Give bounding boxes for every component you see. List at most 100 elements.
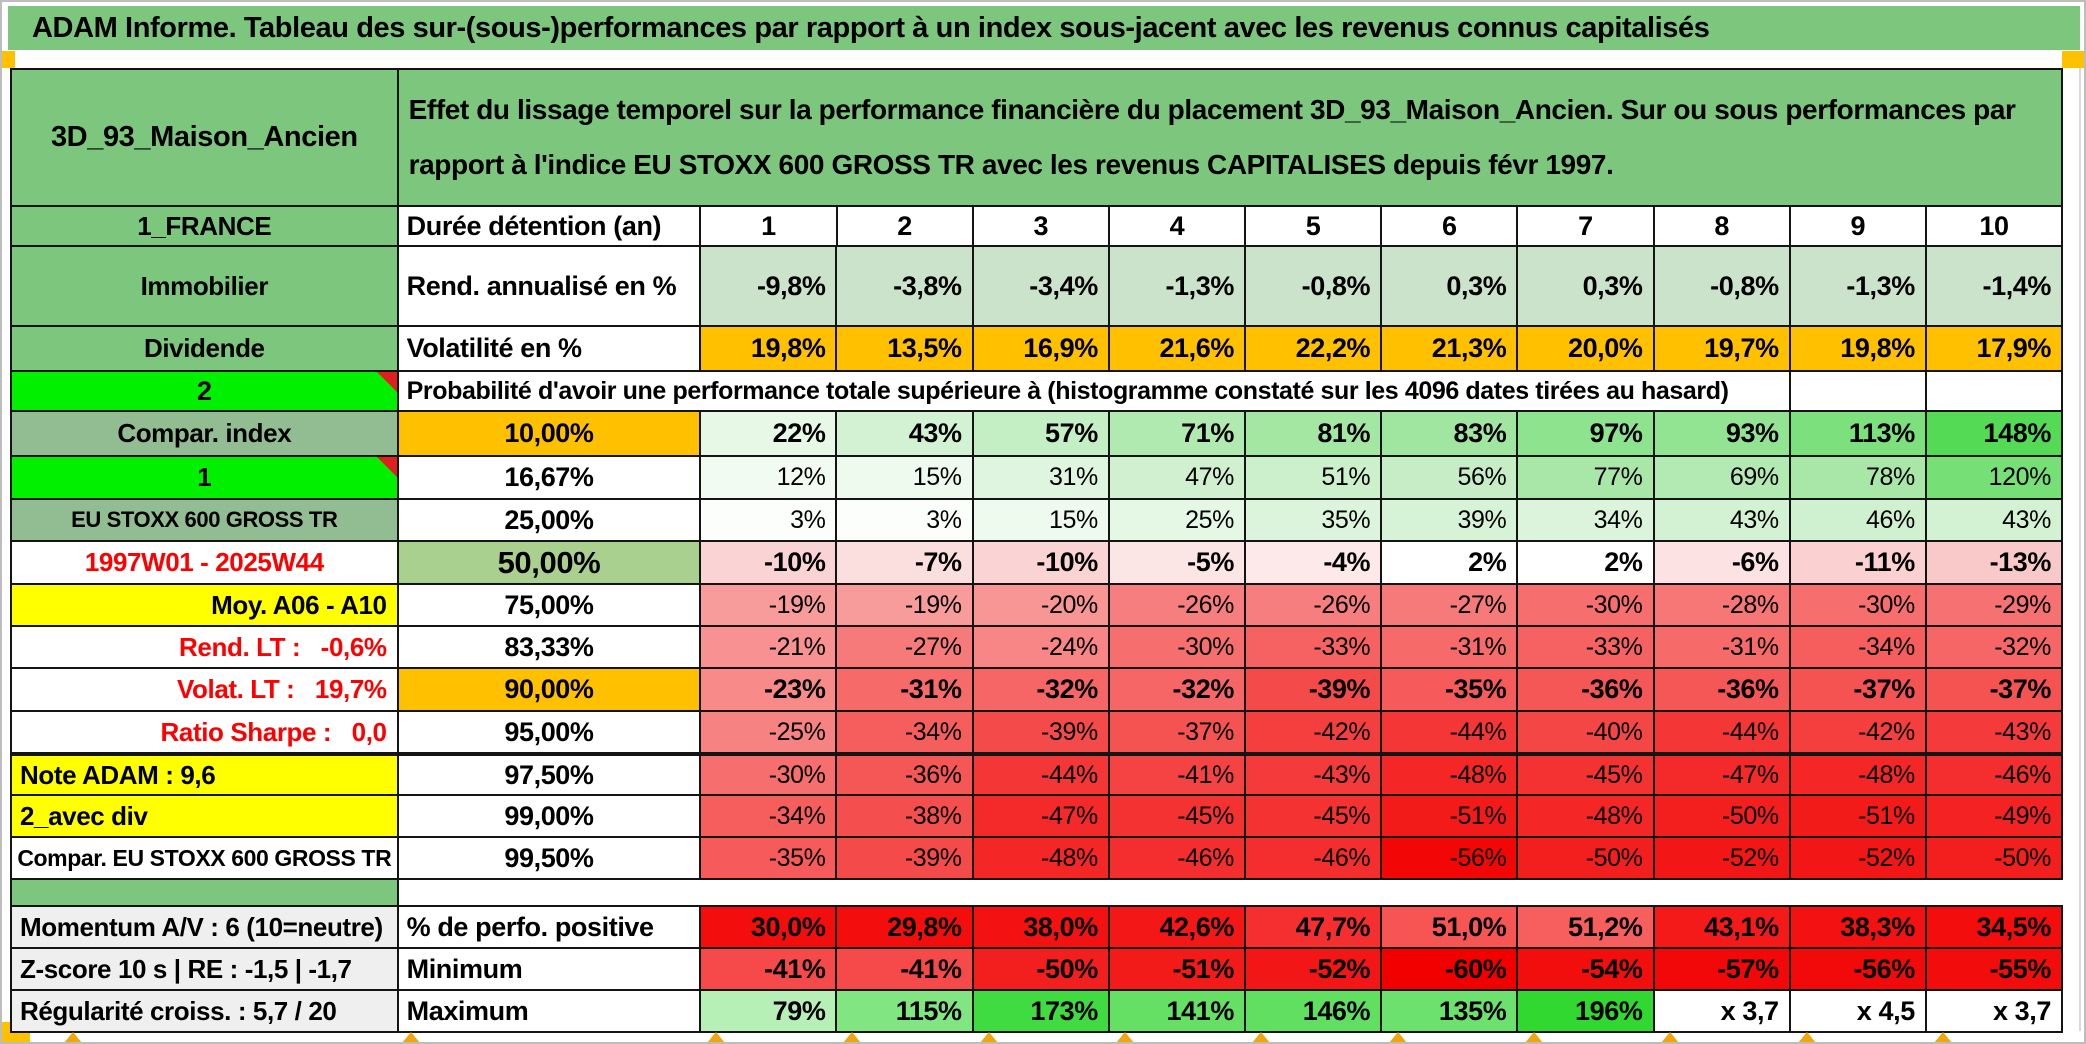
value-cell[interactable]: 43% xyxy=(1926,500,2064,542)
value-cell[interactable]: -31% xyxy=(837,669,974,712)
value-cell[interactable]: -44% xyxy=(973,754,1110,796)
value-cell[interactable]: -28% xyxy=(1654,585,1791,627)
row-label-cell[interactable]: 2_avec div xyxy=(12,796,399,838)
value-cell[interactable]: 38,3% xyxy=(1790,907,1927,949)
value-cell[interactable]: x 3,7 xyxy=(1926,991,2064,1033)
value-cell[interactable]: -52% xyxy=(1654,838,1791,880)
row-label-cell[interactable]: Note ADAM : 9,6 xyxy=(12,754,399,796)
row-label-cell[interactable]: 1997W01 - 2025W44 xyxy=(12,542,399,585)
value-cell[interactable]: 173% xyxy=(973,991,1110,1033)
value-cell[interactable]: -56% xyxy=(1382,838,1519,880)
value-cell[interactable]: -25% xyxy=(701,712,838,754)
value-cell[interactable]: 13,5% xyxy=(837,327,974,372)
value-cell[interactable]: 22% xyxy=(701,412,838,457)
metric-cell[interactable]: 83,33% xyxy=(398,627,702,669)
value-cell[interactable]: 3% xyxy=(701,500,838,542)
value-cell[interactable]: 51% xyxy=(1245,457,1383,500)
value-cell[interactable]: 29,8% xyxy=(837,907,974,949)
value-cell[interactable]: 25% xyxy=(1109,500,1246,542)
value-cell[interactable]: -34% xyxy=(837,712,974,754)
row-label-cell[interactable]: Momentum A/V : 6 (10=neutre) xyxy=(12,907,399,949)
value-cell[interactable]: -55% xyxy=(1926,949,2064,991)
value-cell[interactable]: 196% xyxy=(1518,991,1655,1033)
value-cell[interactable]: -32% xyxy=(1926,627,2064,669)
value-cell[interactable]: -45% xyxy=(1109,796,1246,838)
value-cell[interactable]: -57% xyxy=(1654,949,1791,991)
value-cell[interactable]: -23% xyxy=(701,669,838,712)
metric-cell[interactable]: 95,00% xyxy=(398,712,702,754)
row-label-cell[interactable]: 2 xyxy=(12,372,399,412)
value-cell[interactable]: -19% xyxy=(701,585,838,627)
value-cell[interactable]: -30% xyxy=(1109,627,1246,669)
value-cell[interactable]: -27% xyxy=(1382,585,1519,627)
value-cell[interactable]: -24% xyxy=(973,627,1110,669)
metric-cell[interactable]: 50,00% xyxy=(398,542,702,585)
value-cell[interactable]: 135% xyxy=(1382,991,1519,1033)
value-cell[interactable]: -51% xyxy=(1109,949,1246,991)
value-cell[interactable]: -48% xyxy=(1518,796,1655,838)
value-cell[interactable]: -36% xyxy=(837,754,974,796)
probability-title-cell[interactable]: Probabilité d'avoir une performance tota… xyxy=(398,372,1791,412)
value-cell[interactable]: 141% xyxy=(1109,991,1246,1033)
value-cell[interactable]: -36% xyxy=(1654,669,1791,712)
value-cell[interactable]: -52% xyxy=(1790,838,1927,880)
value-cell[interactable]: -41% xyxy=(1109,754,1246,796)
value-cell[interactable]: 38,0% xyxy=(973,907,1110,949)
value-cell[interactable]: 30,0% xyxy=(701,907,838,949)
value-cell[interactable]: -45% xyxy=(1245,796,1383,838)
row-label-cell[interactable]: 1_FRANCE xyxy=(12,207,399,247)
value-cell[interactable]: -0,8% xyxy=(1246,247,1383,327)
value-cell[interactable]: -36% xyxy=(1518,669,1655,712)
metric-cell[interactable]: % de perfo. positive xyxy=(398,907,702,949)
value-cell[interactable]: -37% xyxy=(1109,712,1246,754)
value-cell[interactable]: -13% xyxy=(1926,542,2064,585)
value-cell[interactable]: 9 xyxy=(1790,207,1927,247)
value-cell[interactable]: -41% xyxy=(701,949,838,991)
value-cell[interactable]: -46% xyxy=(1926,754,2064,796)
value-cell[interactable]: -10% xyxy=(701,542,838,585)
value-cell[interactable]: -6% xyxy=(1654,542,1791,585)
value-cell[interactable]: 71% xyxy=(1109,412,1246,457)
value-cell[interactable]: -43% xyxy=(1926,712,2064,754)
value-cell[interactable]: 146% xyxy=(1246,991,1383,1033)
value-cell[interactable]: -30% xyxy=(1790,585,1927,627)
value-cell[interactable]: x 3,7 xyxy=(1654,991,1791,1033)
value-cell[interactable]: -48% xyxy=(1790,754,1927,796)
value-cell[interactable]: -34% xyxy=(1790,627,1927,669)
value-cell[interactable]: 19,8% xyxy=(1790,327,1927,372)
value-cell[interactable]: 16,9% xyxy=(973,327,1110,372)
value-cell[interactable]: -30% xyxy=(1518,585,1655,627)
value-cell[interactable]: 19,8% xyxy=(701,327,838,372)
value-cell[interactable]: 19,7% xyxy=(1654,327,1791,372)
value-cell[interactable]: -47% xyxy=(973,796,1110,838)
metric-cell[interactable]: Minimum xyxy=(398,949,702,991)
value-cell[interactable]: 69% xyxy=(1654,457,1791,500)
value-cell[interactable]: -48% xyxy=(1382,754,1519,796)
value-cell[interactable]: -48% xyxy=(973,838,1110,880)
value-cell[interactable]: -34% xyxy=(701,796,838,838)
value-cell[interactable]: -56% xyxy=(1790,949,1927,991)
metric-cell[interactable]: 99,50% xyxy=(398,838,702,880)
value-cell[interactable]: 3% xyxy=(837,500,974,542)
value-cell[interactable]: 10 xyxy=(1926,207,2064,247)
value-cell[interactable]: -33% xyxy=(1245,627,1383,669)
value-cell[interactable]: -0,8% xyxy=(1654,247,1791,327)
value-cell[interactable]: -50% xyxy=(1518,838,1655,880)
value-cell[interactable]: -50% xyxy=(973,949,1110,991)
value-cell[interactable]: 21,6% xyxy=(1109,327,1246,372)
row-label-cell[interactable]: Moy. A06 - A10 xyxy=(12,585,399,627)
value-cell[interactable]: 15% xyxy=(837,457,974,500)
value-cell[interactable]: -49% xyxy=(1926,796,2064,838)
row-label-cell[interactable]: Compar. EU STOXX 600 GROSS TR xyxy=(12,838,399,880)
value-cell[interactable]: 34,5% xyxy=(1926,907,2064,949)
value-cell[interactable]: -44% xyxy=(1654,712,1791,754)
value-cell[interactable]: -3,4% xyxy=(973,247,1110,327)
value-cell[interactable]: -31% xyxy=(1382,627,1519,669)
metric-cell[interactable]: 99,00% xyxy=(398,796,702,838)
value-cell[interactable]: 2 xyxy=(837,207,974,247)
value-cell[interactable]: 39% xyxy=(1382,500,1519,542)
value-cell[interactable]: -60% xyxy=(1382,949,1519,991)
value-cell[interactable]: -50% xyxy=(1926,838,2064,880)
row-label-cell[interactable]: Z-score 10 s | RE : -1,5 | -1,7 xyxy=(12,949,399,991)
value-cell[interactable]: -52% xyxy=(1246,949,1383,991)
